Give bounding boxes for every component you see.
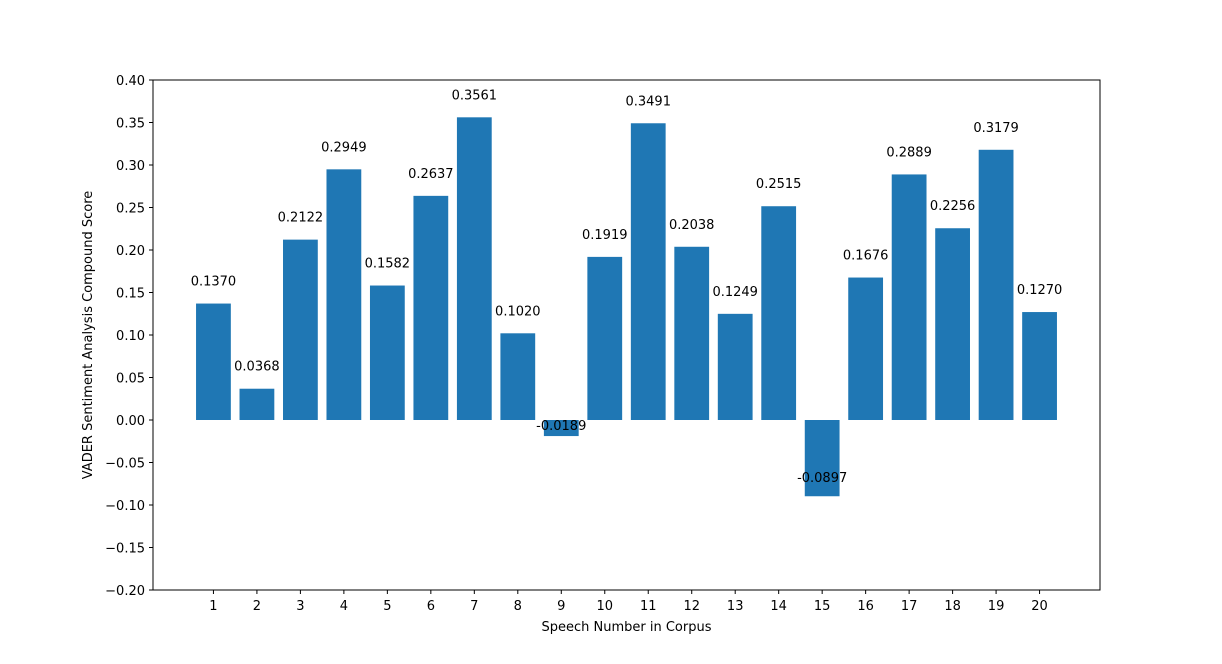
bar-speech-2 (239, 388, 275, 420)
data-label: 0.2038 (669, 218, 715, 233)
bar-speech-7 (456, 117, 492, 420)
x-tick-label: 19 (988, 599, 1005, 614)
y-tick-label: −0.10 (105, 499, 145, 514)
bar-speech-14 (761, 206, 797, 420)
x-tick-label: 15 (814, 599, 831, 614)
data-label: -0.0189 (536, 419, 586, 434)
bar-speech-17 (891, 174, 927, 420)
bars-group (196, 117, 1057, 497)
data-label: -0.0897 (797, 471, 847, 486)
x-tick-label: 13 (727, 599, 744, 614)
x-tick-label: 12 (683, 599, 700, 614)
bar-speech-19 (978, 149, 1014, 420)
data-label: 0.3179 (973, 121, 1019, 136)
bar-speech-9 (543, 420, 579, 437)
bar-speech-18 (935, 228, 970, 420)
bar-speech-1 (196, 303, 231, 420)
data-label: 0.2949 (321, 140, 367, 155)
data-label: 0.2515 (756, 177, 802, 192)
data-label: 0.1270 (1017, 283, 1063, 298)
y-tick-label: 0.15 (116, 287, 145, 302)
x-tick-label: 7 (470, 599, 478, 614)
data-label: 0.2637 (408, 167, 454, 182)
y-tick-label: 0.10 (116, 329, 145, 344)
bar-speech-16 (848, 277, 884, 420)
data-label: 0.3491 (625, 94, 671, 109)
y-tick-label: 0.35 (116, 117, 145, 132)
y-tick-label: 0.00 (116, 414, 145, 429)
data-label: 0.3561 (452, 88, 498, 103)
x-tick-label: 18 (944, 599, 961, 614)
x-tick-label: 6 (427, 599, 435, 614)
x-tick-label: 5 (383, 599, 391, 614)
data-labels-group: 0.1370 0.0368 0.2122 0.2949 0.1582 0.2637 0.35… (191, 88, 1063, 486)
y-tick-label: 0.40 (116, 74, 145, 89)
bar-speech-13 (717, 313, 753, 420)
y-tick-label: 0.20 (116, 244, 145, 259)
data-label: 0.1919 (582, 228, 628, 243)
x-tick-label: 8 (514, 599, 522, 614)
bar-speech-3 (283, 239, 318, 420)
x-tick-label: 17 (901, 599, 918, 614)
data-label: 0.0368 (234, 360, 280, 375)
data-label: 0.1676 (843, 249, 889, 264)
x-tick-label: 10 (596, 599, 613, 614)
bar-speech-8 (500, 333, 536, 420)
bar-speech-12 (674, 246, 710, 420)
x-axis: 1 2 3 4 5 6 7 8 9 10 11 12 13 14 15 16 17 18 19 20 (209, 590, 1048, 614)
data-label: 0.1020 (495, 304, 541, 319)
data-label: 0.2256 (930, 199, 976, 214)
x-tick-label: 1 (209, 599, 217, 614)
x-tick-label: 9 (557, 599, 565, 614)
y-tick-label: −0.15 (105, 542, 145, 557)
bar-speech-6 (413, 195, 449, 420)
y-tick-label: 0.05 (116, 372, 145, 387)
bar-speech-11 (630, 123, 666, 420)
data-label: 0.1249 (712, 285, 758, 300)
x-tick-label: 11 (640, 599, 657, 614)
y-tick-label: −0.05 (105, 457, 145, 472)
x-axis-label: Speech Number in Corpus (542, 620, 712, 635)
x-tick-label: 4 (340, 599, 348, 614)
data-label: 0.2122 (278, 211, 324, 226)
y-axis-label: VADER Sentiment Analysis Compound Score (81, 191, 96, 480)
bar-speech-20 (1022, 312, 1057, 420)
x-tick-label: 2 (253, 599, 261, 614)
y-tick-label: 0.30 (116, 159, 145, 174)
bar-speech-10 (587, 256, 623, 420)
data-label: 0.1370 (191, 275, 237, 290)
x-tick-label: 3 (296, 599, 304, 614)
bar-speech-15 (804, 420, 840, 497)
x-tick-label: 20 (1031, 599, 1048, 614)
x-tick-label: 14 (770, 599, 787, 614)
data-label: 0.1582 (365, 257, 411, 272)
bar-speech-5 (369, 285, 405, 420)
x-tick-label: 16 (857, 599, 874, 614)
y-tick-label: −0.20 (105, 584, 145, 599)
y-tick-label: 0.25 (116, 202, 145, 217)
y-axis: 0.40 0.35 0.30 0.25 0.20 0.15 0.10 0.05 0.00 −0.0… (105, 74, 153, 599)
data-label: 0.2889 (886, 145, 932, 160)
bar-speech-4 (326, 169, 362, 420)
